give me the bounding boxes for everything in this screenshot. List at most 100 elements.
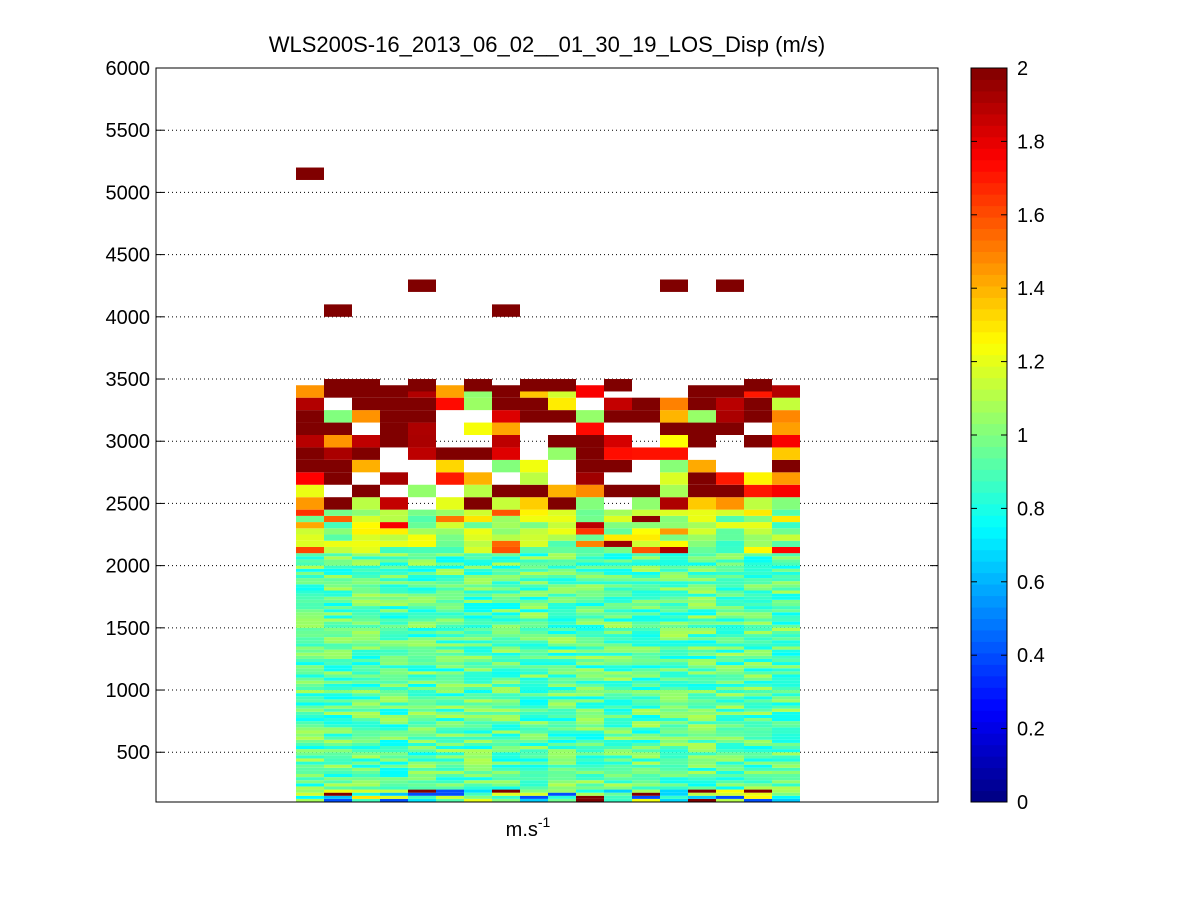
heatmap-cell <box>772 559 800 563</box>
heatmap-cell <box>324 578 352 582</box>
heatmap-cell <box>576 472 604 485</box>
heatmap-cell <box>520 609 548 613</box>
heatmap-cell <box>296 699 324 703</box>
heatmap-cell <box>604 683 632 687</box>
heatmap-cell <box>576 792 604 796</box>
heatmap-cell <box>744 733 772 737</box>
heatmap-cell <box>576 786 604 790</box>
heatmap-cell <box>492 562 520 566</box>
heatmap-cell <box>436 795 464 799</box>
heatmap-cell <box>324 522 352 529</box>
heatmap-cell <box>492 786 520 790</box>
heatmap-cell <box>716 279 744 292</box>
heatmap-cell <box>688 789 716 793</box>
heatmap-cell <box>296 777 324 781</box>
heatmap-cell <box>744 696 772 700</box>
heatmap-cell <box>352 795 380 799</box>
heatmap-cell <box>772 683 800 687</box>
heatmap-cell <box>576 736 604 740</box>
heatmap-cell <box>296 602 324 607</box>
heatmap-cell <box>464 509 492 516</box>
heatmap-cell <box>296 761 324 765</box>
heatmap-cell <box>408 581 436 585</box>
heatmap-cell <box>492 764 520 768</box>
heatmap-cell <box>744 777 772 781</box>
heatmap-cell <box>632 686 660 691</box>
heatmap-cell <box>688 786 716 790</box>
heatmap-cell <box>380 655 408 659</box>
heatmap-cell <box>688 515 716 523</box>
heatmap-cell <box>520 674 548 678</box>
heatmap-cell <box>380 690 408 694</box>
heatmap-cell <box>688 559 716 563</box>
heatmap-cell <box>716 714 744 719</box>
heatmap-cell <box>436 746 464 750</box>
heatmap-cell <box>436 497 464 510</box>
heatmap-cell <box>688 711 716 715</box>
heatmap-cell <box>688 677 716 681</box>
heatmap-cell <box>408 786 436 790</box>
heatmap-cell <box>408 683 436 687</box>
heatmap-cell <box>660 755 688 759</box>
heatmap-cell <box>324 602 352 607</box>
heatmap-cell <box>520 534 548 541</box>
heatmap-cell <box>520 497 548 510</box>
heatmap-cell <box>660 798 688 802</box>
heatmap-cell <box>548 783 576 787</box>
heatmap-cell <box>604 727 632 731</box>
heatmap-cell <box>296 683 324 687</box>
heatmap-cell <box>520 767 548 771</box>
heatmap-cell <box>464 584 492 588</box>
colorbar-gradient <box>971 68 1007 803</box>
heatmap-cell <box>660 522 688 529</box>
heatmap-cell <box>352 397 380 411</box>
heatmap-cell <box>604 565 632 569</box>
heatmap-cell <box>380 606 408 610</box>
heatmap-cell <box>296 662 324 666</box>
heatmap-cell <box>576 674 604 678</box>
heatmap-cell <box>772 528 800 535</box>
heatmap-cell <box>632 780 660 784</box>
heatmap-cell <box>744 752 772 756</box>
heatmap-cell <box>296 708 324 712</box>
heatmap-cell <box>464 615 492 619</box>
heatmap-cell <box>352 553 380 557</box>
heatmap-cell <box>324 677 352 681</box>
colorbar-swatch <box>971 274 1007 287</box>
heatmap-cell <box>576 761 604 765</box>
heatmap-cell <box>408 612 436 616</box>
heatmap-cell <box>324 761 352 765</box>
heatmap-cell <box>660 752 688 756</box>
heatmap-cell <box>380 568 408 572</box>
heatmap-cell <box>436 798 464 802</box>
heatmap-cell <box>716 528 744 535</box>
heatmap-cell <box>604 662 632 666</box>
heatmap-cell <box>352 634 380 638</box>
heatmap-cell <box>324 652 352 656</box>
heatmap-cell <box>688 497 716 510</box>
heatmap-cell <box>632 714 660 719</box>
heatmap-cell <box>464 559 492 563</box>
heatmap-cell <box>576 780 604 784</box>
heatmap-cell <box>772 786 800 790</box>
heatmap-cell <box>520 649 548 653</box>
heatmap-cell <box>772 596 800 600</box>
heatmap-cell <box>296 624 324 628</box>
heatmap-cell <box>408 509 436 516</box>
heatmap-cell <box>576 627 604 631</box>
heatmap-cell <box>604 624 632 628</box>
heatmap-cell <box>380 742 408 747</box>
heatmap-cell <box>744 435 772 448</box>
heatmap-cell <box>408 789 436 793</box>
heatmap-cell <box>296 764 324 768</box>
heatmap-cell <box>744 379 772 392</box>
heatmap-cell <box>352 780 380 784</box>
heatmap-cell <box>548 509 576 516</box>
heatmap-cell <box>688 627 716 631</box>
heatmap-cell <box>604 708 632 712</box>
heatmap-cell <box>380 736 408 740</box>
heatmap-cell <box>604 637 632 641</box>
heatmap-cell <box>296 686 324 691</box>
heatmap-cell <box>520 798 548 802</box>
heatmap-cell <box>324 674 352 678</box>
